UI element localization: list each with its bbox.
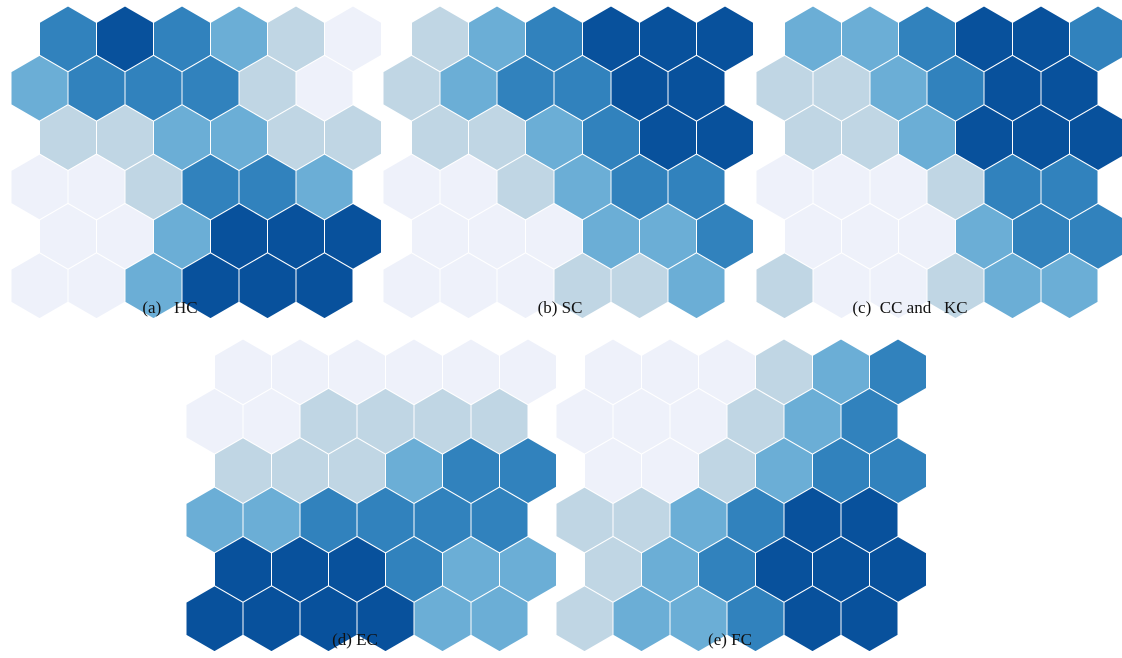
hex-cell [667,252,726,320]
hex-map-cc-kc [755,5,1122,320]
hex-cell [295,252,354,320]
caption-hc: (a) HC [142,298,198,317]
panel-ec [185,338,557,653]
panel-hc [10,5,382,320]
panel-sc [382,5,754,320]
hex-map-hc [10,5,382,320]
caption-ec: (d) EC [332,630,378,649]
hex-map-sc [382,5,754,320]
caption-cc-kc: (c) CC and KC [852,298,968,317]
hex-cell [470,585,529,653]
hex-map-fc [555,338,927,653]
hex-cell [1040,252,1099,320]
caption-sc: (b) SC [537,298,583,317]
caption-fc: (e) FC [708,630,752,649]
panel-fc [555,338,927,653]
panel-cc-kc [755,5,1122,320]
hex-map-ec [185,338,557,653]
hex-cell [840,585,899,653]
